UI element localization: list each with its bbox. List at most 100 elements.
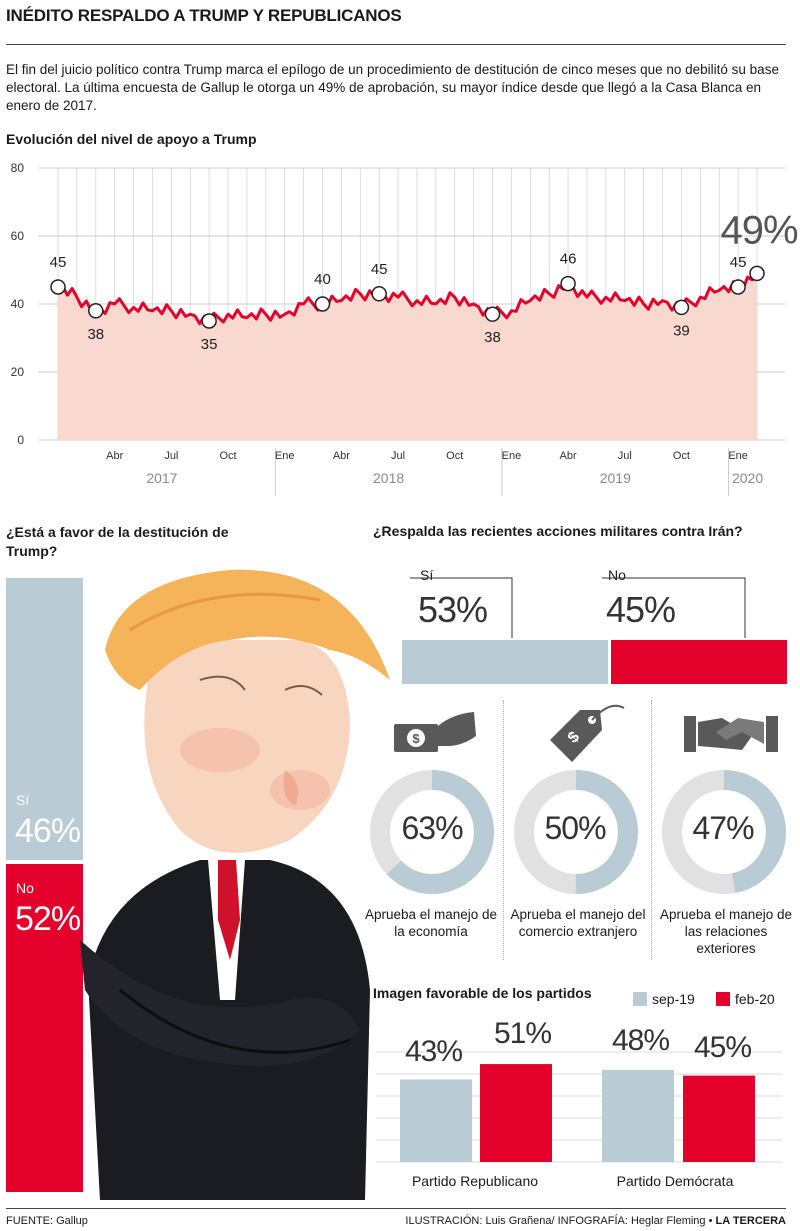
approval-area xyxy=(58,273,757,440)
donut-fill xyxy=(662,770,786,894)
money-hand-icon: $ xyxy=(394,712,476,752)
party-bar xyxy=(683,1075,755,1162)
y-tick-label: 80 xyxy=(11,161,25,175)
y-tick-label: 20 xyxy=(11,365,25,379)
annotation-marker xyxy=(673,299,690,316)
handshake-icon xyxy=(684,716,778,752)
rep-feb-pct: 51% xyxy=(494,1017,552,1050)
annotation-marker xyxy=(88,303,104,319)
annotation-label: 45 xyxy=(371,261,388,278)
approval-line-chart: 0 20 40 60 80 Abr Jul Oct Ene Abr Jul Oct Ene Abr Jul… xyxy=(11,161,799,496)
y-tick-label: 40 xyxy=(11,297,25,311)
annotation-label: 45 xyxy=(730,254,747,271)
party-bar xyxy=(400,1079,472,1162)
month-tick-label: Jul xyxy=(164,450,178,462)
month-tick-label: Abr xyxy=(333,450,350,462)
annotation-label: 39 xyxy=(673,322,690,339)
y-tick-label: 60 xyxy=(11,229,25,243)
annotation-marker xyxy=(749,265,765,282)
impeachment-question-title: ¿Está a favor de la destitución de Trump… xyxy=(6,524,229,559)
annotation-label: 38 xyxy=(484,329,501,346)
annotation-label: 45 xyxy=(50,254,67,271)
annotation-label: 35 xyxy=(201,336,218,353)
annotation-marker xyxy=(730,279,746,295)
month-tick-label: Ene xyxy=(728,450,748,462)
approval-line xyxy=(57,272,759,326)
annotation-label: 38 xyxy=(87,326,104,343)
evolution-chart-title: Evolución del nivel de apoyo a Trump xyxy=(6,131,257,147)
month-tick-label: Jul xyxy=(618,450,632,462)
month-tick-label: Abr xyxy=(106,450,123,462)
month-tick-label: Abr xyxy=(560,450,577,462)
month-tick-label: Oct xyxy=(673,450,690,462)
credits: ILUSTRACIÓN: Luis Grañena/ INFOGRAFÍA: H… xyxy=(405,1215,786,1227)
year-label: 2018 xyxy=(373,470,404,486)
dem-feb-pct: 45% xyxy=(694,1031,752,1064)
month-tick-label: Oct xyxy=(446,450,463,462)
impeachment-yes-label: Sí xyxy=(16,792,30,808)
brand-name: LA TERCERA xyxy=(715,1215,786,1227)
legend-label-feb: feb-20 xyxy=(735,991,775,1007)
annotation-marker xyxy=(50,279,66,295)
trade-donut-pct: 50% xyxy=(544,810,606,846)
donut-fill xyxy=(514,770,638,894)
year-label: 2019 xyxy=(600,470,631,486)
iran-no-bar xyxy=(611,640,787,684)
headline: INÉDITO RESPALDO A TRUMP Y REPUBLICANOS xyxy=(6,6,402,25)
impeachment-no-bar: No 52% xyxy=(6,864,83,1192)
month-tick-label: Jul xyxy=(391,450,405,462)
donut-fill xyxy=(370,770,494,894)
iran-yes-pct: 53% xyxy=(418,589,488,630)
legend-swatch-feb xyxy=(716,992,730,1006)
impeachment-no-label: No xyxy=(16,880,34,896)
year-label: 2020 xyxy=(732,470,763,486)
donut-divider xyxy=(651,700,652,960)
year-label: 2017 xyxy=(146,470,177,486)
foreign-donut-label: Aprueba el manejo de las relaciones exte… xyxy=(659,907,793,956)
annotation-label: 46 xyxy=(560,251,577,268)
trump-illustration xyxy=(80,569,390,1200)
parties-chart-title: Imagen favorable de los partidos xyxy=(373,985,592,1001)
iran-no-pct: 45% xyxy=(606,589,676,630)
month-tick-label: Ene xyxy=(502,450,522,462)
impeachment-yes-bar: Sí 46% xyxy=(6,578,83,860)
impeachment-yes-pct: 46% xyxy=(15,812,81,850)
annotation-marker xyxy=(314,296,331,312)
chart-annotations: 45 38 35 40 45 38 46 39 45 49% xyxy=(50,208,799,353)
party-name-rep: Partido Republicano xyxy=(411,1173,539,1189)
month-tick-label: Oct xyxy=(219,450,236,462)
approval-donuts xyxy=(370,770,786,894)
legend-label-sep: sep-19 xyxy=(652,991,695,1007)
source-note: FUENTE: Gallup xyxy=(6,1215,88,1227)
month-tick-label: Ene xyxy=(275,450,295,462)
parties-bar-chart xyxy=(376,1051,782,1163)
trade-donut-label: Aprueba el manejo del comercio extranjer… xyxy=(510,907,646,939)
chart-axis: Abr Jul Oct Ene Abr Jul Oct Ene Abr Jul Oct Ene 2017… xyxy=(106,448,763,496)
iran-bar-chart xyxy=(402,577,787,684)
annotation-label: 40 xyxy=(314,271,331,288)
credits-text: ILUSTRACIÓN: Luis Grañena/ INFOGRAFÍA: H… xyxy=(405,1215,713,1227)
party-bar xyxy=(480,1064,552,1162)
svg-text:$: $ xyxy=(412,731,420,746)
economy-donut-label: Aprueba el manejo de la economía xyxy=(364,907,498,939)
y-tick-label: 0 xyxy=(17,433,24,447)
annotation-marker xyxy=(560,275,576,292)
annotation-marker xyxy=(201,313,217,329)
bottom-divider xyxy=(6,1208,786,1209)
annotation-label: 49% xyxy=(720,208,797,252)
iran-no-label: No xyxy=(608,567,626,583)
donut-divider xyxy=(503,700,504,960)
price-tag-icon: $ xyxy=(550,704,625,762)
iran-yes-bar xyxy=(402,640,608,684)
intro-paragraph: El fin del juicio político contra Trump … xyxy=(6,62,779,113)
annotation-marker xyxy=(484,306,501,322)
economy-donut-pct: 63% xyxy=(401,810,463,846)
top-divider xyxy=(6,44,786,45)
rep-sep-pct: 43% xyxy=(405,1035,463,1068)
dem-sep-pct: 48% xyxy=(612,1024,670,1057)
chart-area-layer xyxy=(58,273,757,440)
party-bar xyxy=(602,1069,674,1162)
party-name-dem: Partido Demócrata xyxy=(616,1173,734,1189)
chart-line-layer xyxy=(57,272,759,326)
annotation-marker xyxy=(371,286,387,302)
